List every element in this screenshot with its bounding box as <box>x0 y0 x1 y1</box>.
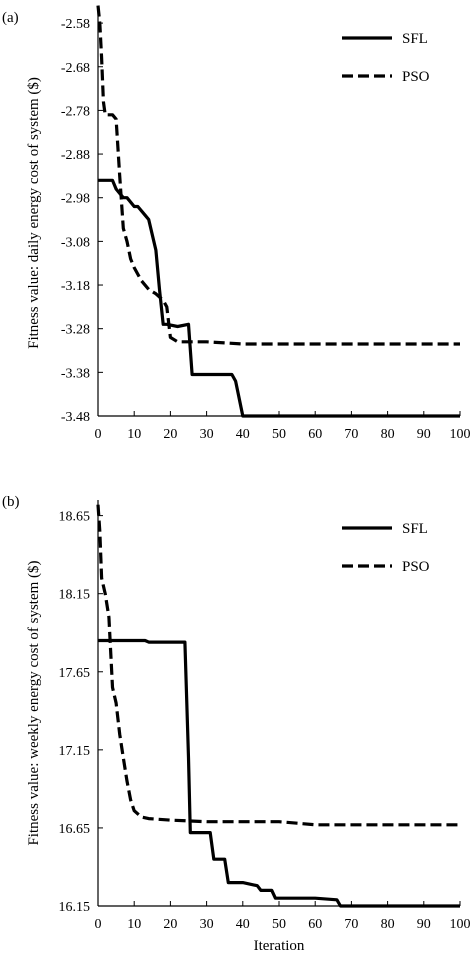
x-tick-label: 70 <box>344 917 358 932</box>
y-tick-label: -2.78 <box>61 104 90 119</box>
y-axis-label: Fitness value: weekly energy cost of sys… <box>26 560 42 845</box>
x-tick-label: 0 <box>95 427 102 442</box>
x-tick-label: 70 <box>344 427 358 442</box>
series-line-pso <box>96 5 460 346</box>
y-tick-label: -3.38 <box>61 366 90 381</box>
x-tick-label: 60 <box>308 427 322 442</box>
series-line-sfl <box>98 638 460 908</box>
panel-a: (a) -3.48 -3.38 -3.28 -3.18 -3.08 -2.98 -2.88 -2… <box>2 5 471 442</box>
x-tick-label: 50 <box>272 427 286 442</box>
y-tick-label: -2.88 <box>61 148 90 163</box>
y-tick-label: -3.48 <box>61 410 90 425</box>
panel-label: (b) <box>2 494 20 510</box>
y-tick-label: 17.65 <box>59 666 91 681</box>
y-tick-label: -2.58 <box>61 17 90 32</box>
x-tick-label: 50 <box>272 917 286 932</box>
x-tick-label: 100 <box>450 917 471 932</box>
panel-b: (b) 16.15 16.65 17.15 17.65 18.15 18.65 0 10 20 30… <box>2 494 471 954</box>
y-tick-label: -2.98 <box>61 192 90 207</box>
y-tick-label: 17.15 <box>59 744 91 759</box>
y-tick-label: -3.28 <box>61 323 90 338</box>
legend-label-pso: PSO <box>402 559 430 575</box>
legend-label-sfl: SFL <box>402 31 428 47</box>
series-line-sfl <box>98 178 460 418</box>
legend-label-pso: PSO <box>402 69 430 85</box>
x-tick-label: 10 <box>127 917 141 932</box>
x-tick-label: 20 <box>163 427 177 442</box>
y-tick-label: -3.08 <box>61 235 90 250</box>
x-tick-label: 0 <box>95 917 102 932</box>
x-tick-label: 80 <box>381 427 395 442</box>
x-axis-label: Iteration <box>254 938 305 954</box>
x-tick-label: 90 <box>417 427 431 442</box>
legend-label-sfl: SFL <box>402 521 428 537</box>
x-tick-label: 100 <box>450 427 471 442</box>
panel-label: (a) <box>2 10 19 26</box>
x-tick-label: 60 <box>308 917 322 932</box>
x-tick-label: 20 <box>163 917 177 932</box>
x-tick-label: 40 <box>236 917 250 932</box>
x-tick-label: 30 <box>200 917 214 932</box>
x-tick-label: 10 <box>127 427 141 442</box>
y-tick-label: -3.18 <box>61 279 90 294</box>
y-axis-label: Fitness value: daily energy cost of syst… <box>26 77 42 349</box>
y-tick-label: 16.15 <box>59 900 91 915</box>
y-tick-label: 18.15 <box>59 588 91 603</box>
x-tick-label: 40 <box>236 427 250 442</box>
y-tick-label: 16.65 <box>59 822 91 837</box>
series-line-pso <box>96 504 460 827</box>
x-tick-label: 90 <box>417 917 431 932</box>
y-tick-label: 18.65 <box>59 510 91 525</box>
x-tick-label: 80 <box>381 917 395 932</box>
y-tick-label: -2.68 <box>61 61 90 76</box>
x-tick-label: 30 <box>200 427 214 442</box>
